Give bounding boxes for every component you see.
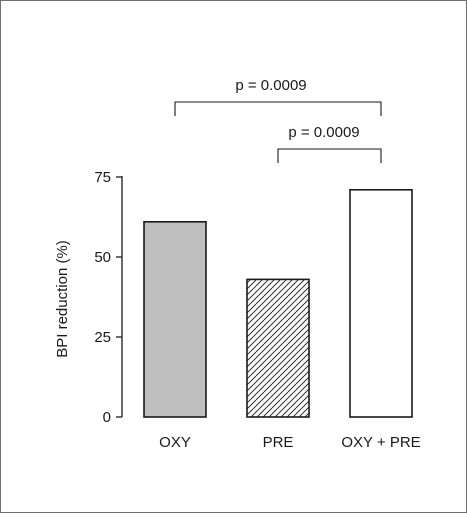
p-value-label: p = 0.0009 [288, 124, 359, 141]
y-tick-label: 25 [94, 329, 111, 346]
y-axis-label: BPI reduction (%) [54, 240, 71, 358]
p-value-label: p = 0.0009 [235, 77, 306, 94]
y-tick-label: 75 [94, 169, 111, 186]
significance-bracket [277, 148, 382, 163]
y-tick-label: 0 [103, 409, 111, 426]
bar [143, 221, 207, 418]
bar [349, 189, 413, 418]
y-tick-label: 50 [94, 249, 111, 266]
x-tick-label: OXY [159, 434, 191, 451]
significance-bracket [174, 101, 382, 116]
x-tick-label: OXY + PRE [341, 434, 420, 451]
bar [246, 278, 310, 418]
x-tick-label: PRE [263, 434, 294, 451]
